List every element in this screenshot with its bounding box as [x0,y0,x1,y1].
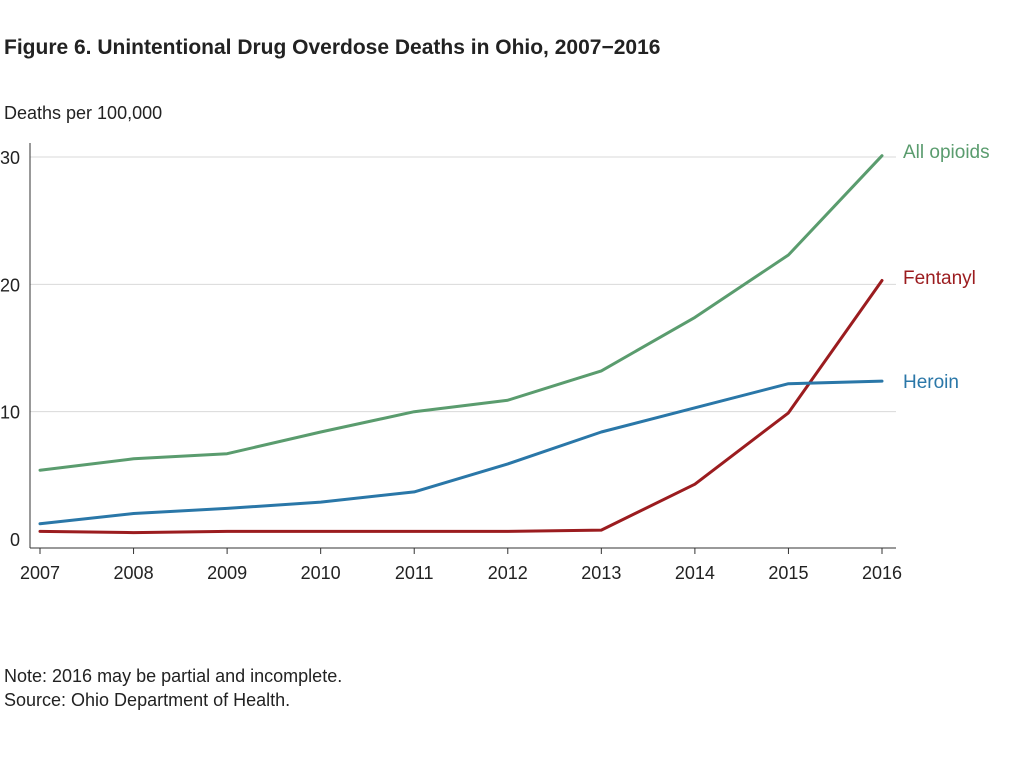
series-labels: All opioids Fentanyl Heroin [903,142,990,393]
x-tick-label: 2008 [114,563,154,583]
x-tick-labels: 2007 2008 2009 2010 2011 2012 2013 2014 2015 2016 [20,563,902,583]
y-tick-label: 0 [10,530,20,550]
x-tick-label: 2015 [768,563,808,583]
y-tick-label: 20 [0,275,20,295]
x-tick-label: 2011 [395,563,434,583]
notes: Note: 2016 may be partial and incomplete… [4,664,342,712]
chart-title: Figure 6. Unintentional Drug Overdose De… [4,36,661,59]
series-label-all-opioids: All opioids [903,142,990,163]
y-axis-label: Deaths per 100,000 [4,103,163,123]
x-tick-label: 2007 [20,563,60,583]
series-line-heroin [38,379,884,526]
series-label-fentanyl: Fentanyl [903,268,976,289]
gridlines [30,156,896,413]
x-tick-label: 2013 [581,563,621,583]
x-tick-label: 2014 [675,563,715,583]
source-text: Source: Ohio Department of Health. [4,690,291,710]
series-line-fentanyl [38,279,884,535]
series-line-all-opioids [38,154,884,472]
x-tick-label: 2009 [207,563,247,583]
y-tick-label: 30 [0,148,20,168]
series-lines [38,154,884,535]
note-text: Note: 2016 may be partial and incomplete… [4,666,343,686]
y-tick-label: 10 [0,403,20,423]
axes [29,143,896,554]
x-tick-label: 2016 [862,563,902,583]
x-tick-label: 2010 [301,563,341,583]
x-tick-label: 2012 [488,563,528,583]
series-label-heroin: Heroin [903,372,959,393]
y-tick-labels: 0 10 20 30 [0,148,20,550]
